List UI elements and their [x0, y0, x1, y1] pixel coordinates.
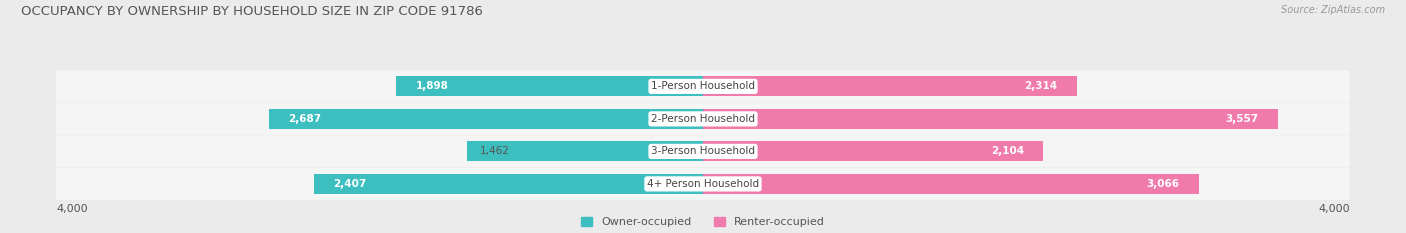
Text: 2,687: 2,687: [288, 114, 321, 124]
Bar: [703, 76, 1077, 96]
Text: 4,000: 4,000: [56, 204, 87, 214]
FancyBboxPatch shape: [56, 103, 1350, 135]
Bar: [703, 174, 1199, 194]
Text: 3,066: 3,066: [1146, 179, 1180, 189]
Text: 1-Person Household: 1-Person Household: [651, 81, 755, 91]
FancyBboxPatch shape: [56, 135, 1350, 167]
Text: Source: ZipAtlas.com: Source: ZipAtlas.com: [1281, 5, 1385, 15]
Text: 1,898: 1,898: [416, 81, 449, 91]
Text: 3,557: 3,557: [1226, 114, 1258, 124]
Text: 3-Person Household: 3-Person Household: [651, 146, 755, 156]
Text: OCCUPANCY BY OWNERSHIP BY HOUSEHOLD SIZE IN ZIP CODE 91786: OCCUPANCY BY OWNERSHIP BY HOUSEHOLD SIZE…: [21, 5, 484, 18]
Bar: [467, 141, 703, 161]
Bar: [269, 109, 703, 129]
Text: 4+ Person Household: 4+ Person Household: [647, 179, 759, 189]
Legend: Owner-occupied, Renter-occupied: Owner-occupied, Renter-occupied: [581, 217, 825, 227]
Bar: [703, 141, 1043, 161]
FancyBboxPatch shape: [56, 70, 1350, 102]
Text: 4,000: 4,000: [1319, 204, 1350, 214]
Text: 2,407: 2,407: [333, 179, 367, 189]
Bar: [703, 109, 1278, 129]
FancyBboxPatch shape: [56, 168, 1350, 200]
Text: 2,314: 2,314: [1025, 81, 1057, 91]
Text: 2-Person Household: 2-Person Household: [651, 114, 755, 124]
Text: 2,104: 2,104: [991, 146, 1024, 156]
Text: 1,462: 1,462: [479, 146, 509, 156]
Bar: [314, 174, 703, 194]
Bar: [396, 76, 703, 96]
